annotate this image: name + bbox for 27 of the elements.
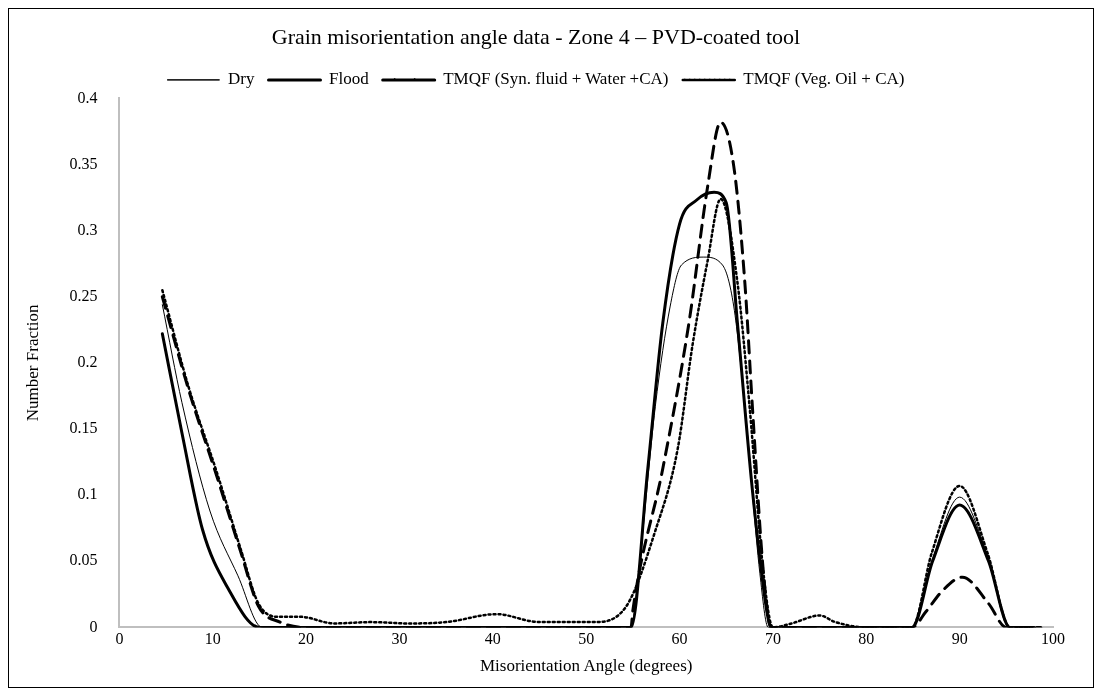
- legend-label: TMQF (Syn. fluid + Water +CA): [443, 69, 669, 89]
- y-tick-label: 0.15: [69, 419, 98, 437]
- legend-label: Dry: [228, 69, 256, 89]
- y-tick-label: 0.1: [77, 485, 98, 503]
- y-tick-label: 0.05: [69, 551, 98, 569]
- y-tick-label: 0.3: [77, 220, 98, 238]
- x-tick-label: 60: [671, 630, 688, 648]
- legend-label: TMQF (Veg. Oil + CA): [743, 69, 905, 89]
- y-tick-label: 0.25: [69, 286, 98, 304]
- x-tick-label: 80: [858, 630, 875, 648]
- y-tick-label: 0.2: [77, 353, 98, 371]
- x-tick-label: 70: [764, 630, 781, 648]
- x-axis-title: Misorientation Angle (degrees): [479, 656, 693, 676]
- x-tick-label: 40: [484, 630, 501, 648]
- y-axis-title: Number Fraction: [22, 304, 42, 422]
- x-tick-label: 30: [391, 630, 408, 648]
- y-tick-label: 0.35: [69, 154, 98, 172]
- chart-title: Grain misorientation angle data - Zone 4 – PVD-coated tool: [271, 23, 801, 49]
- y-tick-label: 0.4: [77, 88, 98, 106]
- x-tick-label: 0: [115, 630, 124, 648]
- x-tick-label: 20: [298, 630, 315, 648]
- x-tick-label: 90: [951, 630, 968, 648]
- legend-label: Flood: [329, 69, 370, 89]
- x-tick-label: 10: [204, 630, 221, 648]
- x-tick-label: 50: [578, 630, 595, 648]
- y-tick-label: 0: [89, 617, 98, 635]
- x-tick-label: 100: [1041, 630, 1065, 648]
